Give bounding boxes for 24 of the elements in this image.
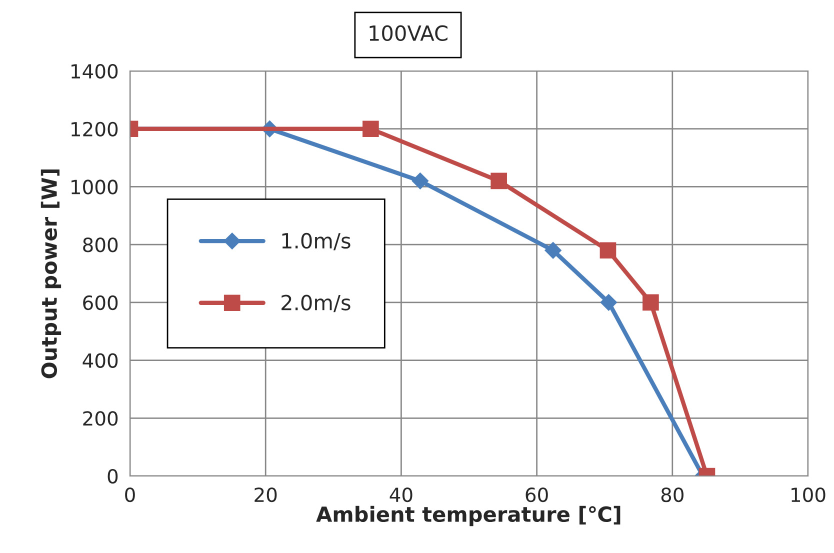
x-tick-label: 0	[125, 487, 135, 502]
y-axis-title: Output power [W]	[40, 169, 62, 378]
y-tick-label: 200	[83, 411, 118, 426]
y-tick-label: 1000	[72, 180, 118, 194]
legend-label: 2.0m/s	[282, 294, 350, 312]
x-axis-title: Ambient temperature [℃]	[316, 506, 620, 526]
point	[412, 172, 429, 190]
y-tick-label: 400	[82, 353, 118, 368]
point	[600, 242, 616, 259]
point	[490, 172, 507, 190]
chart-title: 100VAC	[370, 25, 448, 42]
y-tick-label: 600	[83, 295, 118, 310]
x-tick-label: 60	[526, 487, 548, 502]
y-tick-label: 1400	[72, 64, 118, 79]
y-tick-label: 0	[108, 468, 118, 484]
y-tick-label: 1200	[72, 122, 118, 137]
x-tick-label: 80	[661, 487, 684, 502]
x-tick-label: 100	[792, 487, 826, 502]
point	[544, 242, 562, 259]
y-tick-label: 800	[83, 238, 118, 252]
legend-label: 1.0m/s	[282, 232, 350, 250]
x-tick-label: 40	[390, 487, 412, 502]
point	[362, 120, 379, 138]
x-tick-label: 20	[254, 487, 277, 502]
